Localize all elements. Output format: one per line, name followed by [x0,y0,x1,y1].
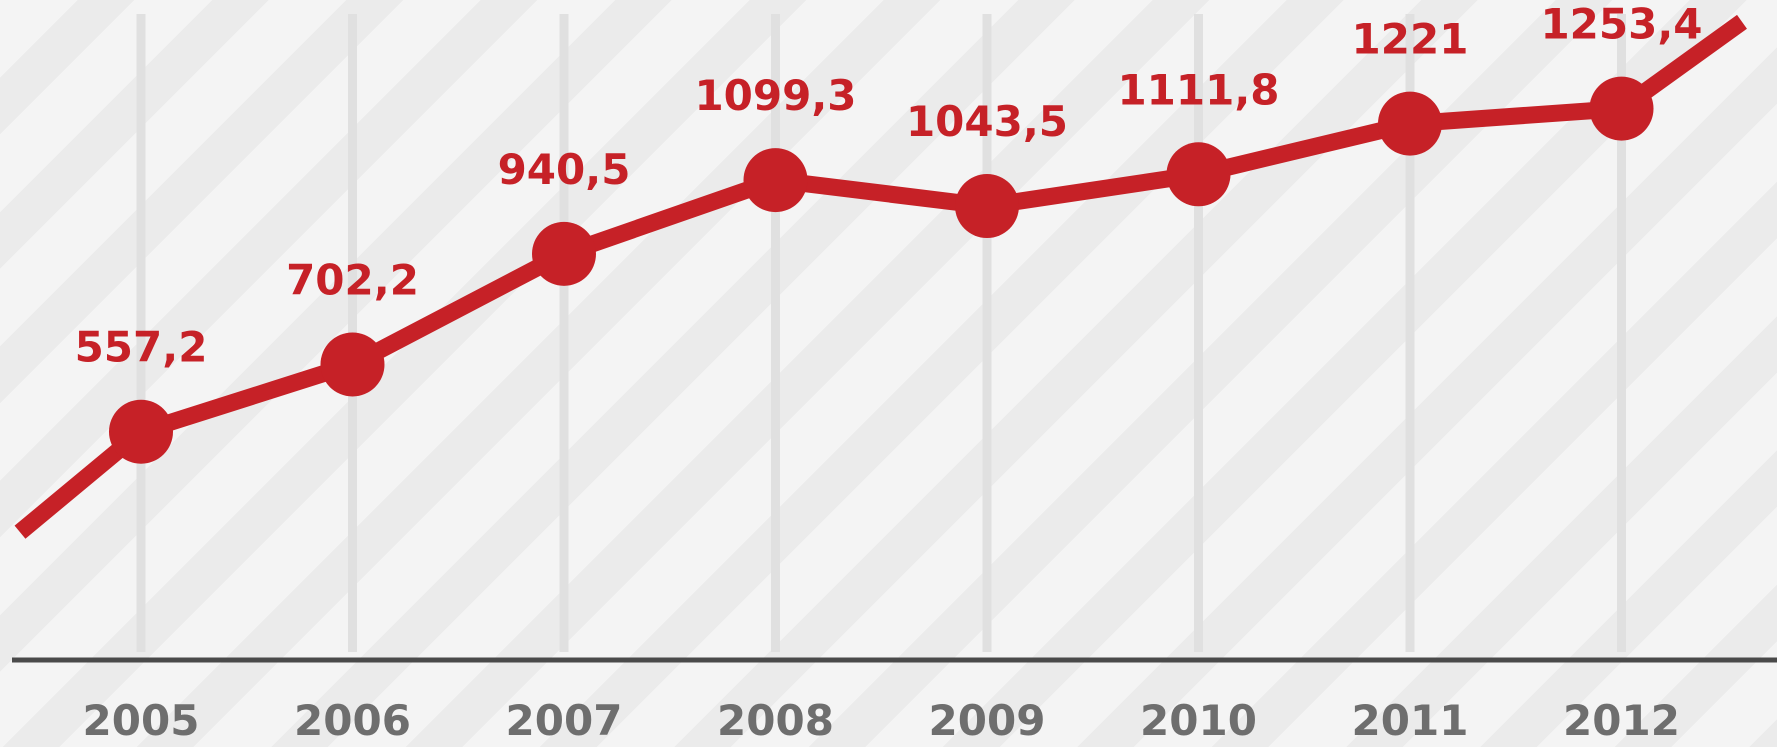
data-label-2009: 1043,5 [906,97,1068,146]
marker-2011 [1378,91,1442,156]
data-label-2012: 1253,4 [1540,0,1702,49]
series-line [14,14,1747,539]
data-markers [109,76,1654,464]
marker-2007 [532,221,596,286]
x-tick-2008: 2008 [717,696,834,745]
data-label-2006: 702,2 [286,255,419,304]
x-tick-2012: 2012 [1563,696,1680,745]
x-tick-2005: 2005 [83,696,200,745]
data-label-2010: 1111,8 [1117,65,1279,114]
data-label-2005: 557,2 [75,323,208,372]
x-tick-2010: 2010 [1140,696,1257,745]
marker-2009 [955,174,1019,239]
marker-2012 [1589,76,1654,141]
series-revenue-line [14,14,1747,539]
x-tick-2009: 2009 [929,696,1046,745]
marker-2005 [109,399,173,464]
x-tick-2006: 2006 [294,696,411,745]
marker-2008 [743,148,808,213]
marker-2006 [320,332,385,397]
data-label-2008: 1099,3 [694,71,856,120]
marker-2010 [1166,142,1231,207]
data-label-2011: 1221 [1352,15,1469,64]
data-label-2007: 940,5 [498,145,631,194]
x-tick-2011: 2011 [1352,696,1469,745]
data-labels: 557,2 702,2 940,5 1099,3 1043,5 1111,8 1221 125… [75,0,1703,372]
x-tick-2007: 2007 [506,696,623,745]
x-tick-labels: 2005 2006 2007 2008 2009 2010 2011 2012 [83,696,1680,745]
